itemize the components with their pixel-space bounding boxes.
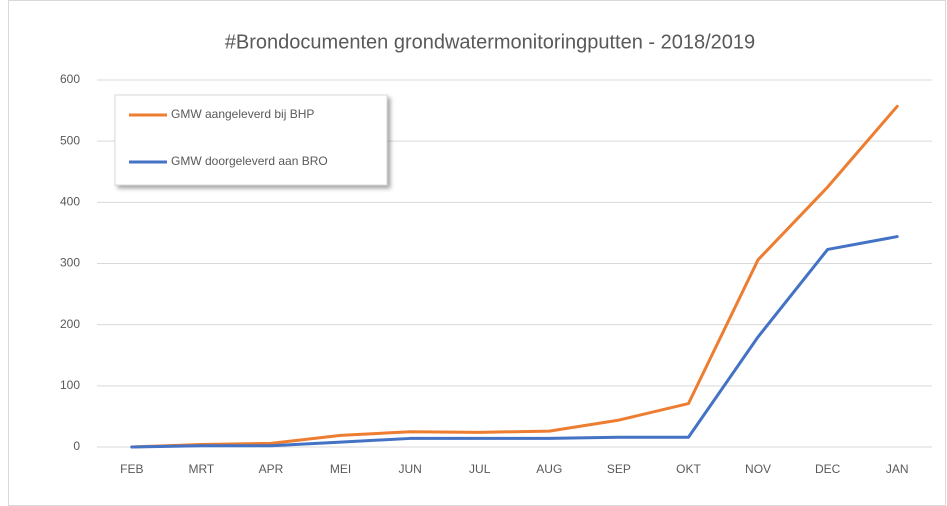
chart-title: #Brondocumenten grondwatermonitoringputt… [225, 31, 755, 53]
y-tick-label: 0 [73, 439, 80, 453]
y-tick-label: 300 [60, 256, 80, 270]
x-tick-label: FEB [120, 462, 143, 476]
x-tick-label: SEP [607, 462, 631, 476]
x-tick-label: JAN [886, 462, 909, 476]
x-tick-label: JUL [469, 462, 491, 476]
legend-box [114, 94, 388, 186]
legend-label: GMW aangeleverd bij BHP [171, 107, 314, 121]
legend-label: GMW doorgeleverd aan BRO [171, 154, 328, 168]
x-tick-label: MRT [188, 462, 214, 476]
y-tick-label: 100 [60, 378, 80, 392]
series-line [130, 235, 899, 449]
x-tick-label: JUN [398, 462, 421, 476]
x-tick-label: APR [259, 462, 284, 476]
x-tick-label: DEC [815, 462, 841, 476]
x-tick-label: AUG [536, 462, 562, 476]
series-line [130, 104, 899, 449]
x-tick-label: NOV [745, 462, 771, 476]
x-tick-label: MEI [330, 462, 351, 476]
x-tick-label: OKT [676, 462, 701, 476]
y-tick-label: 200 [60, 317, 80, 331]
chart-border [8, 0, 946, 506]
y-tick-label: 600 [60, 72, 80, 86]
y-tick-label: 500 [60, 133, 80, 147]
y-tick-label: 400 [60, 195, 80, 209]
